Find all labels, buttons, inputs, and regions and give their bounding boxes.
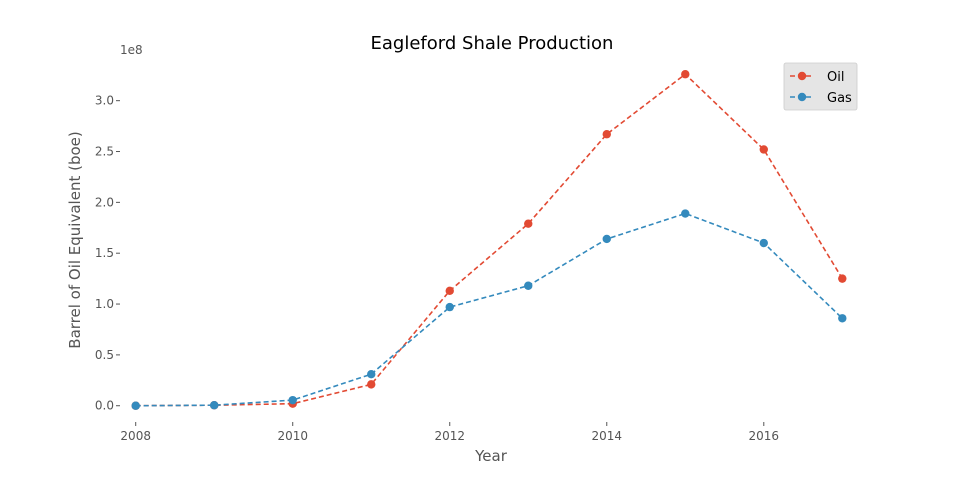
x-tick-label: 2014 [591,429,622,443]
series-line-oil [135,73,843,407]
data-point-gas [838,314,847,323]
data-point-oil [838,274,847,283]
data-point-oil [367,380,376,389]
y-tick-label: 1.5 [95,246,114,260]
y-tick-label: 3.0 [95,94,114,108]
legend: Oil Gas [783,62,858,111]
y-axis-title: Barrel of Oil Equivalent (boe) [66,131,84,348]
data-point-gas [445,302,454,312]
y-axis: 0.0 0.5 1.0 1.5 2.0 2.5 3.0 [95,94,120,413]
x-tick-label: 2008 [120,429,151,443]
data-point-gas [759,238,768,248]
data-point-gas [210,401,219,410]
legend-marker-gas [797,92,807,102]
y-tick-label: 0.5 [95,348,114,362]
y-tick-label: 0.0 [95,399,114,413]
chart-title: Eagleford Shale Production [371,33,614,54]
legend-marker-oil [797,71,807,81]
data-point-gas [524,281,533,290]
y-tick-label: 2.5 [95,145,114,159]
data-point-oil [524,219,533,228]
data-point-oil [445,286,454,296]
data-point-gas [367,370,376,379]
x-tick-label: 2016 [749,429,780,443]
data-point-oil [759,145,768,154]
y-offset-label: 1e8 [120,43,143,57]
y-tick-label: 1.0 [95,297,114,311]
legend-label-oil: Oil [827,70,844,85]
data-point-oil [681,70,690,79]
x-axis: 2008 2010 2012 2014 2016 [120,422,779,443]
legend-label-gas: Gas [827,91,852,106]
x-tick-label: 2012 [434,429,465,443]
data-point-gas [131,401,140,410]
y-tick-label: 2.0 [95,195,114,209]
series-line-gas [135,212,843,407]
x-axis-title: Year [474,447,508,465]
series-layer [131,70,847,410]
data-point-gas [602,234,611,244]
data-point-oil [602,130,611,139]
x-tick-label: 2010 [277,429,308,443]
data-point-gas [681,209,690,218]
data-point-gas [288,395,297,405]
